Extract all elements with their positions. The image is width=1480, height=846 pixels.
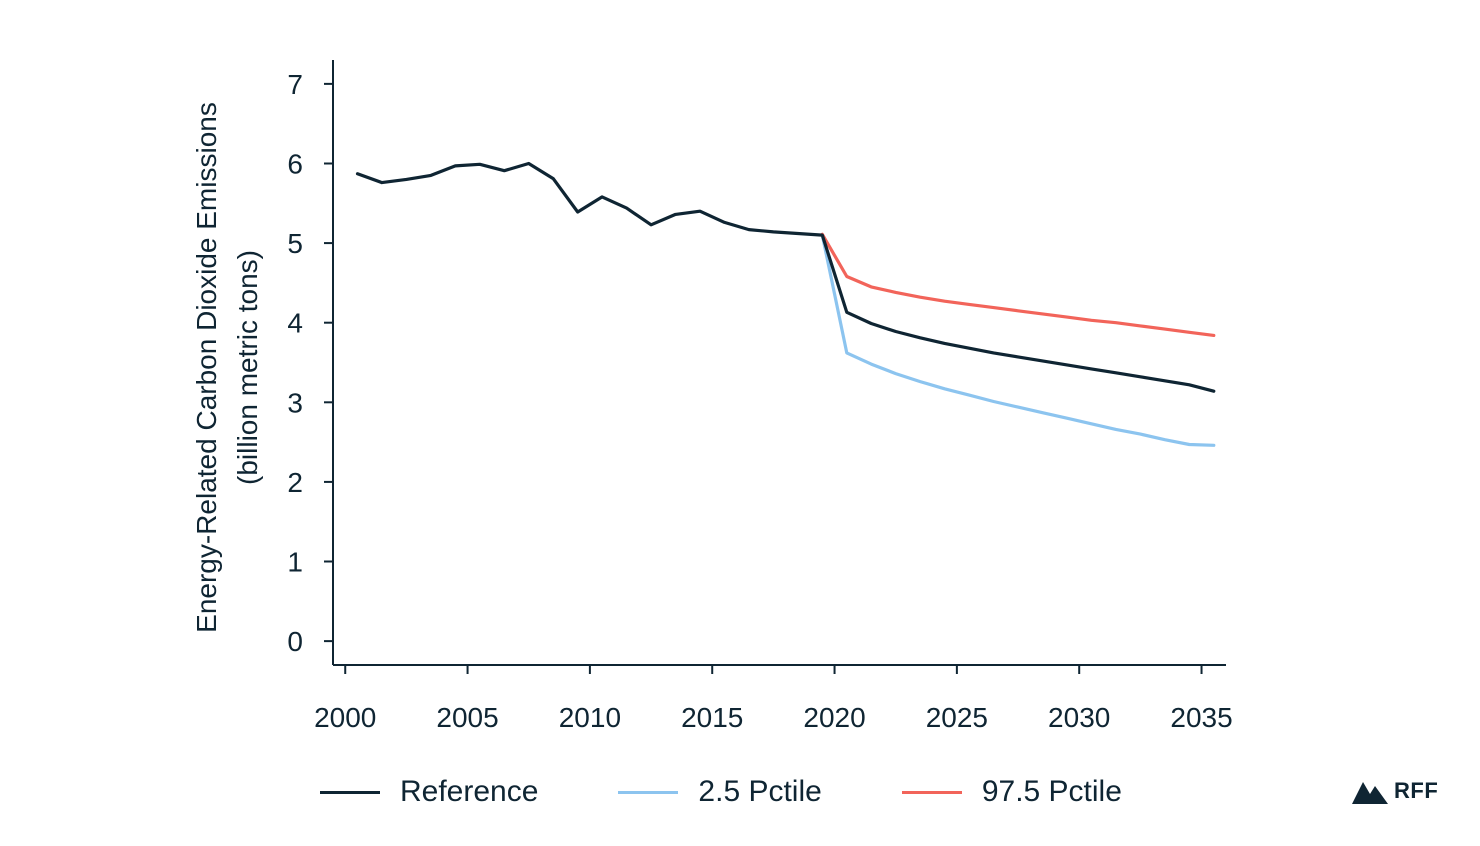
x-tick-label: 2005 <box>436 702 498 733</box>
y-tick-label: 2 <box>287 467 303 498</box>
y-axis-title-line: (billion metric tons) <box>232 250 263 485</box>
mountain-icon <box>1352 782 1388 804</box>
y-tick-label: 7 <box>287 69 303 100</box>
y-tick-label: 0 <box>287 626 303 657</box>
series-line-2 <box>820 232 1216 337</box>
legend: Reference 2.5 Pctile 97.5 Pctile <box>320 770 1202 814</box>
legend-label-high: 97.5 Pctile <box>981 775 1122 808</box>
legend-swatch-reference <box>320 790 380 794</box>
axes <box>332 60 1226 666</box>
y-tick-label: 6 <box>287 148 303 179</box>
series-line-0 <box>355 161 1216 393</box>
legend-item-high: 97.5 Pctile <box>901 775 1122 809</box>
y-axis-title-line: Energy-Related Carbon Dioxide Emissions <box>191 102 222 633</box>
y-tick-label: 3 <box>287 387 303 418</box>
x-tick-label: 2035 <box>1170 702 1232 733</box>
y-ticks: 0 1 2 3 4 5 6 7 <box>287 69 333 657</box>
series-line-1 <box>820 233 1216 447</box>
legend-label-low: 2.5 Pctile <box>698 775 822 808</box>
x-tick-label: 2015 <box>681 702 743 733</box>
legend-swatch-high <box>901 790 962 794</box>
x-tick-label: 2020 <box>803 702 865 733</box>
x-tick-label: 2030 <box>1048 702 1110 733</box>
logo-text: RFF <box>1394 778 1439 803</box>
y-tick-label: 1 <box>287 547 303 578</box>
legend-item-reference: Reference <box>320 775 538 809</box>
x-ticks: 2000 2005 2010 2015 2020 2025 2030 2035 <box>314 665 1233 733</box>
y-axis-title-text: Energy-Related Carbon Dioxide Emissions (… <box>191 102 263 633</box>
x-tick-label: 2000 <box>314 702 376 733</box>
legend-item-low: 2.5 Pctile <box>618 775 822 809</box>
x-tick-label: 2010 <box>559 702 621 733</box>
y-tick-label: 5 <box>287 228 303 259</box>
rff-logo: RFF <box>1352 778 1438 804</box>
y-tick-label: 4 <box>287 308 303 339</box>
x-tick-label: 2025 <box>926 702 988 733</box>
legend-label-reference: Reference <box>400 775 539 808</box>
legend-swatch-low <box>618 790 679 794</box>
y-axis-title: Energy-Related Carbon Dioxide Emissions (… <box>191 102 263 633</box>
series-lines <box>355 161 1216 447</box>
